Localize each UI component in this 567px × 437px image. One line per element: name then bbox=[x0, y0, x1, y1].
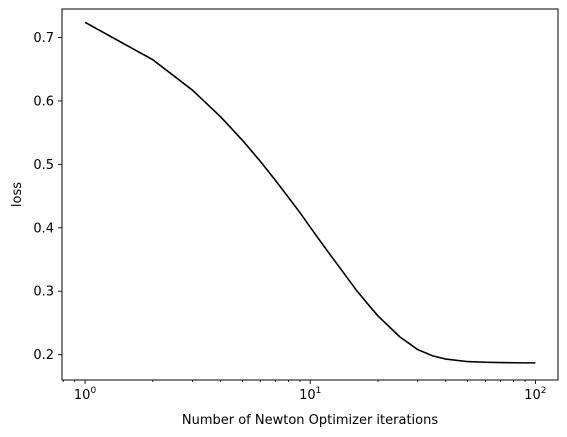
x-axis-ticks: 100 101 102 bbox=[62, 380, 547, 403]
x-tick-label: 102 bbox=[524, 386, 546, 403]
series-line-0 bbox=[84, 21, 536, 364]
y-axis-label: loss bbox=[10, 182, 25, 207]
y-tick-label: 0.7 bbox=[33, 31, 54, 46]
y-tick-label: 0.2 bbox=[33, 348, 54, 363]
y-tick-label: 0.6 bbox=[33, 94, 54, 109]
y-axis-ticks: 0.2 0.3 0.4 0.5 0.6 0.7 bbox=[33, 31, 62, 363]
y-tick-label: 0.5 bbox=[33, 158, 54, 173]
y-tick-label: 0.4 bbox=[33, 221, 54, 236]
x-axis-label: Number of Newton Optimizer iterations bbox=[182, 413, 438, 428]
x-tick-label: 100 bbox=[74, 386, 97, 403]
y-tick-label: 0.3 bbox=[33, 285, 54, 300]
plot-frame bbox=[61, 8, 559, 381]
plot-content bbox=[84, 21, 536, 364]
x-tick-label: 101 bbox=[299, 386, 321, 403]
